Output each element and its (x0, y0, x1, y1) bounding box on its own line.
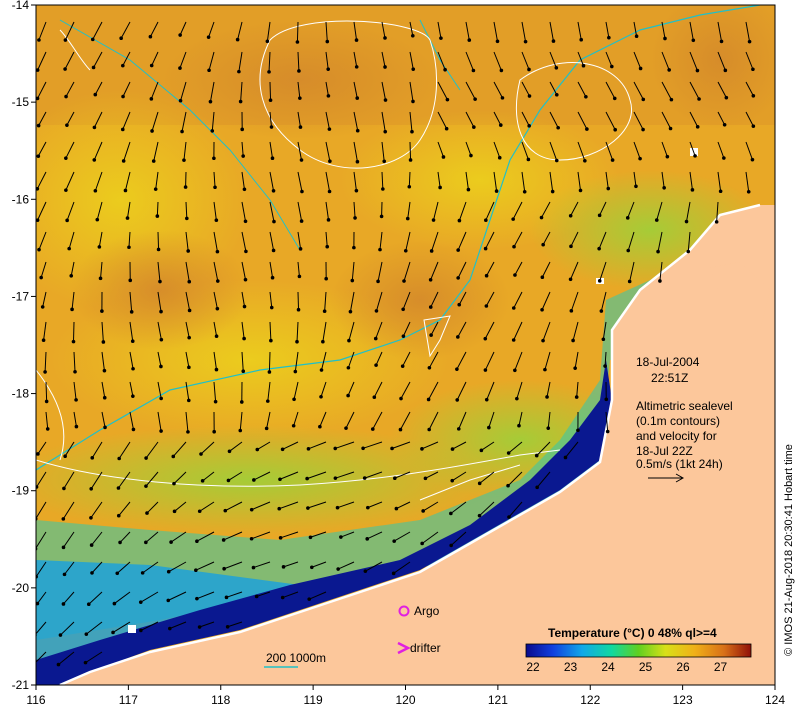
lon-tick-label: 124 (765, 693, 785, 707)
longitude-axis: 116 117 118 119 120 121 122 123 124 (26, 685, 785, 707)
annotation-line5: 0.5m/s (1kt 24h) (636, 457, 723, 471)
lat-tick-label: -19 (12, 484, 30, 498)
lon-tick-label: 122 (580, 693, 600, 707)
colorbar-tick-label: 22 (526, 660, 540, 674)
colorbar-tick-label: 24 (601, 660, 615, 674)
velocity-arrows (36, 21, 756, 667)
depth-legend: 200 1000m (264, 651, 326, 668)
lon-tick-label: 121 (488, 693, 508, 707)
annotation-line2: (0.1m contours) (636, 414, 720, 428)
argo-legend: Argo (398, 604, 440, 618)
isobath-line (36, 5, 761, 471)
lon-tick-label: 120 (395, 693, 415, 707)
lat-tick-label: -17 (12, 289, 30, 303)
argo-label: Argo (414, 604, 440, 618)
annotation-time: 22:51Z (651, 371, 688, 385)
lat-tick-label: -20 (12, 581, 30, 595)
lat-tick-label: -18 (12, 387, 30, 401)
drifter-marker (397, 641, 411, 655)
land-mass (60, 205, 775, 685)
annotation-line4: 18-Jul 22Z (636, 444, 693, 458)
lat-tick-label: -15 (12, 95, 30, 109)
latitude-axis: -14 -15 -16 -17 -18 -19 -20 -21 (12, 0, 36, 692)
depth-label: 200 1000m (266, 651, 326, 665)
copyright-notice: © IMOS 21-Aug-2018 20:30:41 Hobart time (783, 444, 795, 656)
lon-tick-label: 119 (304, 693, 323, 707)
annotation-line1: Altimetric sealevel (636, 399, 733, 413)
colorbar-title: Temperature (°C) 0 48% ql>=4 (548, 626, 717, 640)
scale-arrow (648, 473, 685, 483)
colorbar-tick-label: 26 (676, 660, 690, 674)
lon-tick-label: 123 (673, 693, 693, 707)
colorbar: Temperature (°C) 0 48% ql>=4 22 23 24 25 26 2… (525, 626, 752, 674)
sst-field (36, 5, 775, 685)
lat-tick-label: -16 (12, 192, 30, 206)
colorbar-tick-label: 27 (714, 660, 728, 674)
lat-tick-label: -14 (12, 0, 30, 12)
annotation-block: 18-Jul-2004 22:51Z Altimetric sealevel (… (636, 355, 733, 483)
colorbar-tick-label: 25 (639, 660, 653, 674)
argo-marker (398, 605, 410, 617)
colorbar-tick-label: 23 (564, 660, 578, 674)
lon-tick-label: 117 (119, 693, 138, 707)
lon-tick-label: 118 (211, 693, 230, 707)
annotation-line3: and velocity for (636, 429, 717, 443)
annotation-date: 18-Jul-2004 (636, 355, 700, 369)
lat-tick-label: -21 (12, 678, 30, 692)
lon-tick-label: 116 (26, 693, 45, 707)
drifter-legend: drifter (397, 641, 441, 655)
drifter-label: drifter (410, 641, 441, 655)
